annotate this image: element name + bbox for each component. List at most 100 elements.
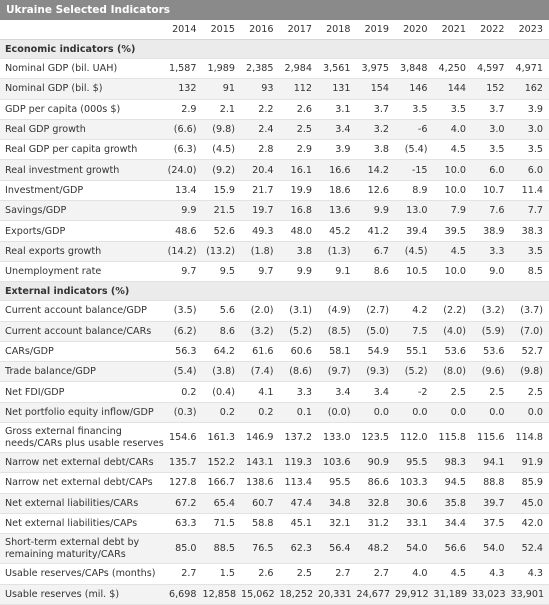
value-cell: (3.2) — [472, 301, 511, 321]
value-cell: 94.5 — [434, 473, 473, 493]
row-label: Narrow net external debt/CAPs — [0, 473, 164, 493]
value-cell: 31.2 — [357, 513, 396, 533]
value-cell: 13.4 — [164, 180, 203, 200]
value-cell: 4.5 — [434, 140, 473, 160]
section-header-row: External indicators (%) — [0, 282, 549, 301]
value-cell: 131 — [318, 79, 357, 99]
value-cell: (2.0) — [241, 301, 280, 321]
value-cell: 38.9 — [472, 221, 511, 241]
value-cell: 1.5 — [203, 564, 242, 584]
value-cell: 9.9 — [280, 261, 319, 281]
value-cell: 95.5 — [395, 453, 434, 473]
value-cell: 31,189 — [434, 584, 473, 604]
value-cell: 34.4 — [434, 513, 473, 533]
year-header-2015: 2015 — [203, 20, 242, 40]
value-cell: 146 — [395, 79, 434, 99]
row-label: Current account balance/GDP — [0, 301, 164, 321]
value-cell: 18.6 — [318, 180, 357, 200]
value-cell: 2.5 — [511, 382, 549, 402]
value-cell: (7.0) — [511, 321, 549, 341]
value-cell: 49.3 — [241, 221, 280, 241]
value-cell: 94.1 — [472, 453, 511, 473]
value-cell: 9.7 — [241, 261, 280, 281]
value-cell: 34.8 — [318, 493, 357, 513]
value-cell: (3.1) — [280, 301, 319, 321]
value-cell: 3.0 — [511, 119, 549, 139]
value-cell: 8.5 — [511, 261, 549, 281]
value-cell: (9.8) — [203, 119, 242, 139]
value-cell: 54.0 — [395, 534, 434, 564]
value-cell: 3.2 — [357, 119, 396, 139]
value-cell: 115.8 — [434, 423, 473, 453]
value-cell: 2.9 — [164, 99, 203, 119]
value-cell: 3.4 — [357, 382, 396, 402]
row-label: Gross external financing needs/CARs plus… — [0, 423, 164, 453]
value-cell: 2.6 — [280, 99, 319, 119]
value-cell: (6.2) — [164, 321, 203, 341]
value-cell: 39.7 — [472, 493, 511, 513]
row-label: CARs/GDP — [0, 341, 164, 361]
value-cell: (5.2) — [280, 321, 319, 341]
value-cell: 4,250 — [434, 59, 473, 79]
value-cell: 0.2 — [164, 382, 203, 402]
value-cell: 71.5 — [203, 513, 242, 533]
value-cell: 4,597 — [472, 59, 511, 79]
value-cell: 53.6 — [434, 341, 473, 361]
value-cell: 33.1 — [395, 513, 434, 533]
value-cell: 2.6 — [241, 564, 280, 584]
value-cell: 33,901 — [511, 584, 549, 604]
value-cell: 54.9 — [357, 341, 396, 361]
value-cell: 3.9 — [318, 140, 357, 160]
value-cell: -2 — [395, 382, 434, 402]
value-cell: 4.1 — [241, 382, 280, 402]
value-cell: 9.1 — [318, 261, 357, 281]
value-cell: 123.5 — [357, 423, 396, 453]
value-cell: 5.6 — [203, 301, 242, 321]
value-cell: 144 — [434, 79, 473, 99]
year-header-2020: 2020 — [395, 20, 434, 40]
value-cell: 4.5 — [434, 241, 473, 261]
value-cell: 67.2 — [164, 493, 203, 513]
value-cell: 16.8 — [280, 201, 319, 221]
value-cell: 6.0 — [511, 160, 549, 180]
value-cell: (8.5) — [318, 321, 357, 341]
value-cell: 6.7 — [357, 241, 396, 261]
value-cell: 48.0 — [280, 221, 319, 241]
row-label: Narrow net external debt/CARs — [0, 453, 164, 473]
value-cell: 48.6 — [164, 221, 203, 241]
value-cell: 20.4 — [241, 160, 280, 180]
value-cell: 166.7 — [203, 473, 242, 493]
value-cell: (3.8) — [203, 362, 242, 382]
row-label: Short-term external debt by remaining ma… — [0, 534, 164, 564]
value-cell: 9.0 — [472, 261, 511, 281]
value-cell: 103.3 — [395, 473, 434, 493]
value-cell: 9.9 — [357, 201, 396, 221]
value-cell: 152.2 — [203, 453, 242, 473]
value-cell: 3.0 — [472, 119, 511, 139]
value-cell: 3,975 — [357, 59, 396, 79]
value-cell: 32.1 — [318, 513, 357, 533]
value-cell: 152 — [472, 79, 511, 99]
value-cell: 55.1 — [395, 341, 434, 361]
value-cell: 15,062 — [241, 584, 280, 604]
value-cell: 3,561 — [318, 59, 357, 79]
value-cell: 21.7 — [241, 180, 280, 200]
value-cell: 3.4 — [318, 382, 357, 402]
row-label: Net FDI/GDP — [0, 382, 164, 402]
value-cell: (9.3) — [357, 362, 396, 382]
value-cell: 13.0 — [395, 201, 434, 221]
section-heading: External indicators (%) — [0, 282, 549, 301]
value-cell: 91.9 — [511, 453, 549, 473]
year-header-2018: 2018 — [318, 20, 357, 40]
value-cell: (6.6) — [164, 119, 203, 139]
table-row: Current account balance/GDP(3.5)5.6(2.0)… — [0, 301, 549, 321]
value-cell: 12.6 — [357, 180, 396, 200]
value-cell: 58.8 — [241, 513, 280, 533]
value-cell: 3.3 — [280, 382, 319, 402]
row-label: Nominal GDP (bil. UAH) — [0, 59, 164, 79]
value-cell: 2.5 — [280, 119, 319, 139]
